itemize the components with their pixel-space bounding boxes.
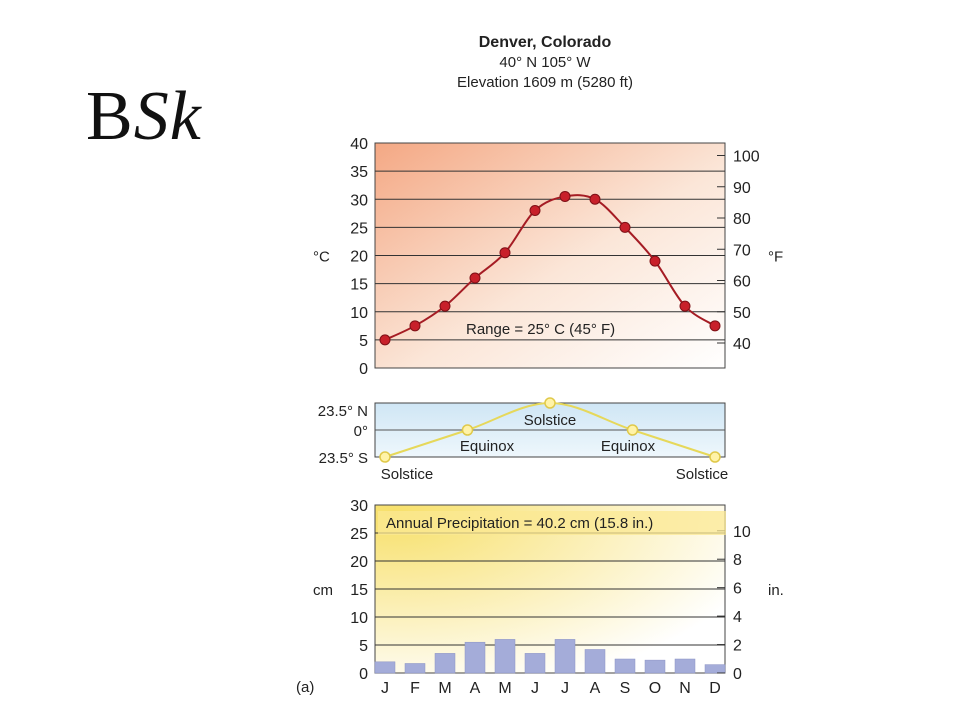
temp-f-tick-label: 80 — [733, 211, 751, 228]
temp-point — [709, 320, 721, 332]
precipitation-bar — [614, 658, 636, 674]
temp-c-tick-label: 25 — [350, 220, 368, 237]
month-tick-label: O — [649, 680, 661, 697]
month-tick-label: D — [709, 680, 721, 697]
prec-in-tick-label: 0 — [733, 666, 742, 683]
prec-in-tick-label: 8 — [733, 552, 742, 569]
prec-in-tick-label: 6 — [733, 581, 742, 598]
precipitation-bar — [554, 639, 576, 674]
prec-in-tick-label: 4 — [733, 609, 742, 626]
precipitation-bar — [434, 653, 456, 674]
temp-point — [499, 247, 511, 259]
temp-f-tick-label: 70 — [733, 242, 751, 259]
slide-title-italic: Sk — [133, 78, 202, 155]
prec-cm-tick-label: 5 — [359, 638, 368, 655]
temp-point — [589, 193, 601, 205]
temp-f-tick-label: 90 — [733, 180, 751, 197]
precipitation-bar — [524, 653, 546, 674]
sun-point — [709, 451, 721, 463]
month-tick-label: M — [438, 680, 451, 697]
station-elevation: Elevation 1609 m (5280 ft) — [457, 74, 633, 91]
panel-label: (a) — [296, 679, 314, 696]
sun-label: Solstice — [524, 412, 577, 429]
slide-title-main: B — [86, 78, 134, 155]
temp-point — [619, 221, 631, 233]
sun-point — [461, 424, 474, 436]
temperature-range-annotation: Range = 25° C (45° F) — [466, 321, 615, 338]
precipitation-bar — [374, 661, 396, 674]
temp-right-axis-label: °F — [768, 249, 783, 266]
sun-point — [379, 451, 391, 463]
precipitation-bar — [584, 649, 606, 674]
sun-tick-label: 23.5° S — [319, 450, 368, 467]
precipitation-annotation: Annual Precipitation = 40.2 cm (15.8 in.… — [386, 515, 653, 532]
temp-c-tick-label: 10 — [350, 305, 368, 322]
prec-in-tick-label: 2 — [733, 638, 742, 655]
station-coords: 40° N 105° W — [499, 54, 591, 71]
month-tick-label: A — [470, 680, 481, 697]
station-name: Denver, Colorado — [478, 34, 612, 51]
sun-point — [626, 424, 639, 436]
month-tick-label: M — [498, 680, 511, 697]
sun-label: Solstice — [676, 466, 729, 483]
temp-point — [469, 272, 481, 284]
prec-left-axis-label: cm — [313, 582, 333, 599]
prec-cm-tick-label: 15 — [350, 582, 368, 599]
temp-f-tick-label: 60 — [733, 274, 751, 291]
prec-cm-tick-label: 0 — [359, 666, 368, 683]
precipitation-bar — [644, 659, 666, 674]
month-tick-label: J — [561, 680, 569, 697]
temp-point — [649, 255, 661, 267]
temp-c-tick-label: 20 — [350, 249, 368, 266]
temp-c-tick-label: 35 — [350, 164, 368, 181]
temp-f-tick-label: 50 — [733, 305, 751, 322]
sun-point — [544, 397, 556, 409]
month-tick-label: N — [679, 680, 691, 697]
precipitation-bar — [704, 664, 726, 674]
precipitation-bar — [674, 658, 696, 674]
prec-cm-tick-label: 25 — [350, 526, 368, 543]
prec-in-tick-label: 10 — [733, 524, 751, 541]
temp-point — [379, 334, 391, 346]
temp-c-tick-label: 0 — [359, 361, 368, 378]
sun-tick-label: 23.5° N — [318, 403, 368, 420]
month-tick-label: J — [381, 680, 389, 697]
temp-c-tick-label: 5 — [359, 333, 368, 350]
chart-header: Denver, Colorado 40° N 105° W Elevation … — [400, 33, 690, 93]
sun-tick-label: 0° — [354, 423, 368, 440]
month-tick-label: F — [410, 680, 420, 697]
prec-cm-tick-label: 30 — [350, 498, 368, 515]
temp-f-tick-label: 40 — [733, 336, 751, 353]
precipitation-bar — [494, 639, 516, 674]
prec-cm-tick-label: 20 — [350, 554, 368, 571]
precipitation-bar — [464, 641, 486, 674]
temp-point — [439, 300, 451, 312]
precipitation-bar — [404, 663, 426, 674]
temp-point — [529, 205, 541, 216]
precipitation-annotation-box — [378, 511, 726, 535]
temp-c-tick-label: 30 — [350, 192, 368, 209]
temp-c-tick-label: 15 — [350, 277, 368, 294]
sun-label: Equinox — [601, 438, 656, 455]
temp-c-tick-label: 40 — [350, 136, 368, 153]
month-tick-label: S — [620, 680, 631, 697]
temp-point — [679, 300, 691, 312]
month-tick-label: J — [531, 680, 539, 697]
slide-title: BSk — [86, 82, 202, 152]
month-tick-label: A — [590, 680, 601, 697]
prec-right-axis-label: in. — [768, 582, 784, 599]
temp-point — [409, 320, 421, 332]
temp-point — [559, 190, 571, 202]
prec-cm-tick-label: 10 — [350, 610, 368, 627]
sun-label: Equinox — [460, 438, 515, 455]
temp-left-axis-label: °C — [313, 249, 330, 266]
temp-f-tick-label: 100 — [733, 149, 760, 166]
sun-label: Solstice — [381, 466, 434, 483]
